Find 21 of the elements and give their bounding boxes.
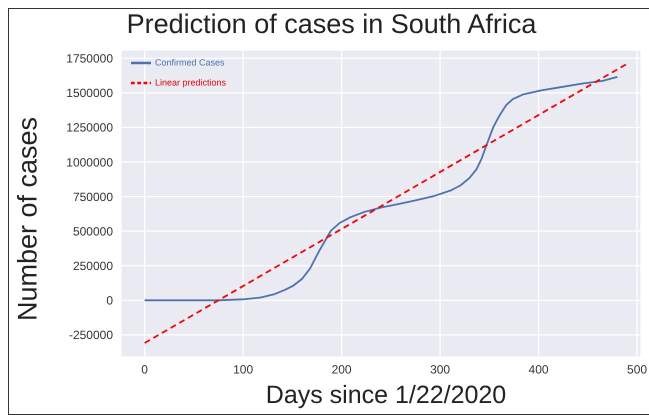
y-tick-label: 750000 xyxy=(72,190,114,204)
legend-label: Linear predictions xyxy=(155,77,226,88)
y-tick-label: 250000 xyxy=(72,258,114,273)
legend-label: Confirmed Cases xyxy=(155,57,225,68)
y-tick-label: 1250000 xyxy=(66,120,114,135)
x-tick-label: 500 xyxy=(627,362,648,377)
chart-title: Prediction of cases in South Africa xyxy=(126,9,538,40)
x-tick-label: 400 xyxy=(528,362,549,377)
line-series xyxy=(144,76,618,302)
y-tick-label: -250000 xyxy=(68,328,114,342)
y-tick-label: 1000000 xyxy=(66,155,114,170)
y-axis-title: Number of cases xyxy=(12,116,44,322)
y-tick-label: 1500000 xyxy=(66,86,114,100)
x-tick-label: 300 xyxy=(430,362,450,377)
x-axis-title: Days since 1/22/2020 xyxy=(264,381,508,410)
y-tick-label: 0 xyxy=(106,294,114,308)
y-tick-label: 500000 xyxy=(72,224,114,238)
x-tick-label: 0 xyxy=(141,362,148,377)
y-tick-label: 1750000 xyxy=(66,52,114,66)
x-tick-label: 100 xyxy=(233,362,254,377)
x-tick-label: 200 xyxy=(332,362,352,377)
